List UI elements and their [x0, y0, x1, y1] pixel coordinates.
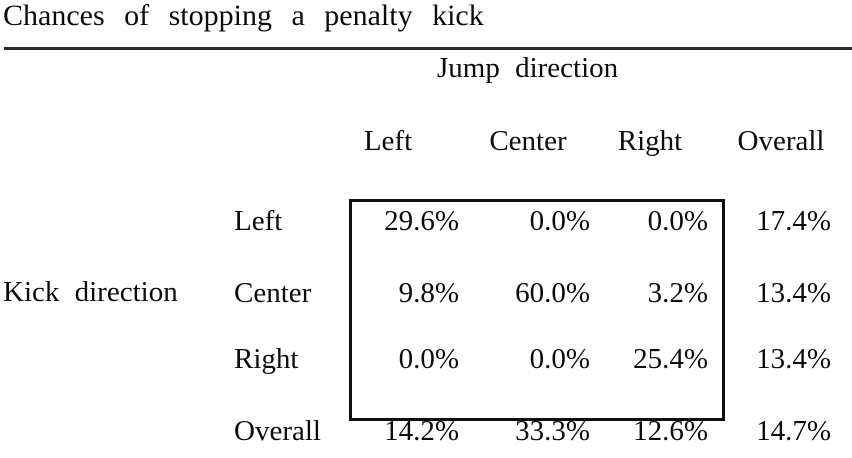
- row-group-label-kick-direction: Kick direction: [3, 276, 178, 308]
- row-label-overall: Overall: [234, 415, 321, 447]
- column-group-label-jump-direction: Jump direction: [437, 52, 619, 84]
- cell-kick-left-jump-right: 0.0%: [647, 205, 708, 237]
- cell-overall-jump-center: 33.3%: [515, 415, 590, 447]
- cell-overall-jump-right: 12.6%: [633, 415, 708, 447]
- cell-kick-right-jump-right: 25.4%: [633, 343, 708, 375]
- cell-kick-center-jump-right: 3.2%: [647, 277, 708, 309]
- row-label-center: Center: [234, 277, 312, 309]
- cell-kick-center-overall: 13.4%: [756, 277, 831, 309]
- cell-kick-right-jump-left: 0.0%: [398, 343, 459, 375]
- table-title: Chances of stopping a penalty kick: [3, 0, 484, 32]
- row-label-right: Right: [234, 343, 299, 375]
- column-header-center: Center: [489, 125, 567, 157]
- title-rule-divider: [4, 47, 852, 50]
- cell-kick-left-overall: 17.4%: [756, 205, 831, 237]
- cell-kick-center-jump-left: 9.8%: [398, 277, 459, 309]
- column-header-right: Right: [617, 125, 683, 157]
- cell-kick-right-overall: 13.4%: [756, 343, 831, 375]
- cell-kick-left-jump-left: 29.6%: [384, 205, 459, 237]
- matrix-highlight-box: [349, 199, 725, 421]
- cell-overall-overall: 14.7%: [756, 415, 831, 447]
- cell-kick-right-jump-center: 0.0%: [529, 343, 590, 375]
- column-header-left: Left: [363, 125, 413, 157]
- cell-overall-jump-left: 14.2%: [384, 415, 459, 447]
- cell-kick-left-jump-center: 0.0%: [529, 205, 590, 237]
- cell-kick-center-jump-center: 60.0%: [515, 277, 590, 309]
- row-label-left: Left: [234, 205, 283, 237]
- column-header-overall: Overall: [737, 125, 825, 157]
